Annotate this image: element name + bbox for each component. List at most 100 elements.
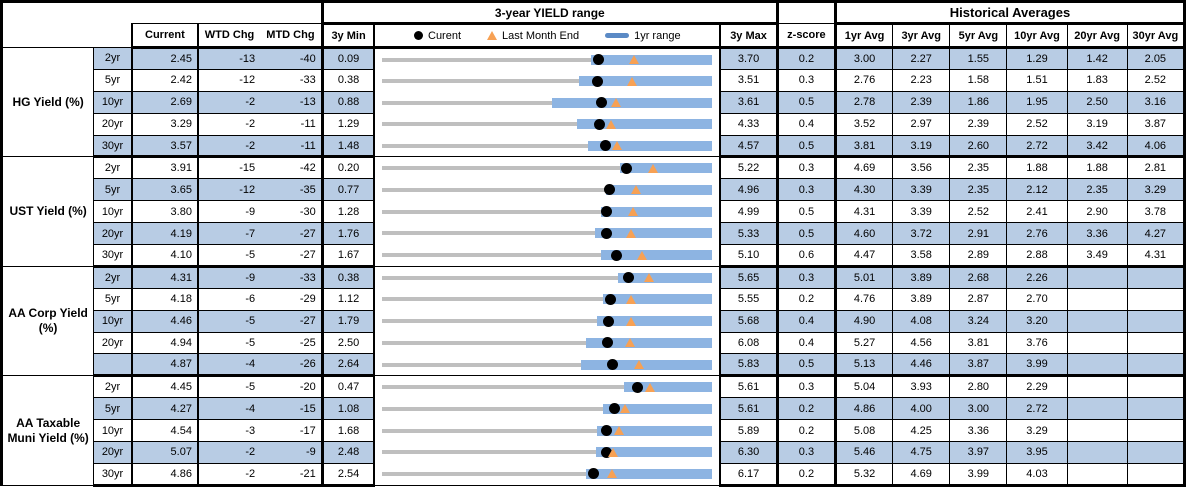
3y-min-value: 0.20 — [321, 156, 376, 180]
table-row: 5yr 3.65 -12 -35 0.77 4.96 0.3 4.30 3.39 2.35 2.12… — [2, 178, 1186, 202]
wtd-chg-value: -2 — [197, 90, 261, 114]
range-chart — [373, 375, 722, 486]
wtd-chg-value: -5 — [197, 244, 261, 268]
3y-range-track — [382, 187, 713, 192]
top-left-blank — [0, 0, 132, 48]
avg-value: 2.80 — [949, 375, 1008, 399]
last-month-end-triangle-marker — [634, 360, 645, 369]
table-row: 30yr 3.57 -2 -11 1.48 4.57 0.5 3.81 3.19 2.60 2.72… — [2, 134, 1186, 159]
avg-value: 1.88 — [1066, 156, 1128, 180]
3y-max-value: 4.33 — [719, 112, 779, 136]
3y-min-value: 0.88 — [321, 90, 376, 114]
last-month-end-triangle-marker — [627, 207, 638, 217]
current-value: 4.45 — [131, 375, 199, 399]
z-score-value: 0.5 — [776, 200, 838, 224]
legend-last-month-end: Last Month End — [487, 30, 579, 42]
3y-min-value: 2.54 — [321, 462, 376, 487]
wtd-chg-value: -9 — [197, 200, 261, 224]
z-score-value: 0.3 — [776, 441, 838, 464]
avg-value — [1126, 331, 1186, 355]
avg-value: 3.36 — [949, 419, 1008, 443]
current-dot-marker — [591, 75, 603, 87]
avg-value: 2.39 — [949, 112, 1008, 136]
1yr-range-bar — [576, 119, 713, 130]
avg-value: 4.27 — [1126, 222, 1186, 246]
table-row: 20yr 3.29 -2 -11 1.29 4.33 0.4 3.52 2.97 2.39 2.52… — [2, 112, 1186, 136]
3y-range-track — [382, 79, 713, 84]
z-score-value: 0.2 — [776, 287, 838, 311]
avg-value: 5.27 — [834, 331, 894, 355]
current-value: 2.45 — [131, 47, 199, 70]
table-row: 10yr 3.80 -9 -30 1.28 4.99 0.5 4.31 3.39 2.52 2.41… — [2, 200, 1186, 224]
tenor-label: 5yr — [93, 287, 133, 311]
3y-max-value: 5.83 — [719, 353, 779, 378]
z-score-value: 0.5 — [776, 90, 838, 114]
mtd-chg-value: -33 — [260, 68, 324, 92]
avg-value: 3.16 — [1126, 90, 1186, 114]
legend-current-label: Curent — [428, 29, 462, 42]
range-chart-row — [375, 135, 718, 156]
blank-over-zscore — [775, 0, 838, 24]
mtd-chg-value: -11 — [260, 112, 324, 136]
3y-max-value: 6.08 — [719, 331, 779, 355]
tenor-label: 20yr — [93, 331, 133, 355]
3y-max-value: 5.68 — [719, 309, 779, 333]
last-month-end-triangle-marker — [648, 163, 659, 173]
avg-value: 2.72 — [1006, 134, 1068, 159]
current-dot-marker — [603, 184, 615, 196]
3y-max-value: 4.96 — [719, 178, 779, 202]
mtd-chg-value: -13 — [260, 90, 324, 114]
last-month-end-triangle-marker — [608, 447, 619, 457]
avg-value: 5.46 — [834, 441, 894, 464]
last-month-end-triangle-marker — [629, 55, 640, 65]
group-label: UST Yield (%) — [0, 156, 95, 267]
legend-current: Curent — [414, 30, 461, 42]
current-value: 4.31 — [131, 265, 199, 289]
mtd-chg-value: -33 — [260, 265, 324, 289]
current-value: 3.57 — [131, 134, 199, 159]
tenor-label: 30yr — [93, 462, 133, 487]
avg-value: 3.29 — [1126, 178, 1186, 202]
avg-value: 4.56 — [892, 331, 951, 355]
avg-value: 3.19 — [892, 134, 951, 159]
current-value: 4.86 — [131, 462, 199, 487]
3y-range-track — [382, 253, 713, 258]
mtd-chg-value: -17 — [260, 419, 324, 443]
last-month-end-triangle-marker — [626, 228, 637, 238]
range-chart-row — [375, 201, 718, 223]
avg-value: 2.50 — [1066, 90, 1128, 114]
tenor-label: 10yr — [93, 309, 133, 333]
avg-value: 4.03 — [1006, 462, 1068, 487]
3y-max-value: 5.61 — [719, 375, 779, 399]
3y-range-track — [382, 209, 713, 214]
yield-range-title: 3-year YIELD range — [320, 0, 779, 25]
avg-value: 3.56 — [892, 156, 951, 180]
1yr-range-bar — [594, 228, 713, 239]
current-dot-marker — [587, 468, 599, 480]
wtd-chg-value: -4 — [197, 353, 261, 378]
current-dot-marker — [620, 162, 632, 174]
3y-max-value: 3.61 — [719, 90, 779, 114]
z-score-value: 0.3 — [776, 156, 838, 180]
mtd-chg-value: -29 — [260, 287, 324, 311]
3y-min-value: 0.38 — [321, 68, 376, 92]
last-month-end-triangle-marker — [611, 141, 622, 151]
last-month-end-triangle-marker — [643, 273, 654, 283]
3y-min-value: 1.79 — [321, 309, 376, 333]
3y-min-value: 1.48 — [321, 134, 376, 159]
avg-value: 5.08 — [834, 419, 894, 443]
3y-range-track — [382, 143, 713, 148]
wtd-chg-value: -7 — [197, 222, 261, 246]
z-score-value: 0.3 — [776, 68, 838, 92]
table-row: 20yr 4.94 -5 -25 2.50 6.08 0.4 5.27 4.56 3.81 3.76 — [2, 331, 1186, 355]
3y-range-track — [382, 385, 713, 390]
avg-value — [1126, 397, 1186, 421]
group-label: HG Yield (%) — [0, 46, 95, 158]
avg-value: 4.08 — [892, 309, 951, 333]
avg-value: 3.52 — [834, 112, 894, 136]
1yr-range-bar — [590, 54, 713, 65]
mtd-chg-value: -25 — [260, 331, 324, 355]
1yr-range-bar — [597, 425, 713, 436]
table-row: 4.87 -4 -26 2.64 5.83 0.5 5.13 4.46 3.87 3.99 — [2, 353, 1186, 378]
avg-value: 2.52 — [1006, 112, 1068, 136]
